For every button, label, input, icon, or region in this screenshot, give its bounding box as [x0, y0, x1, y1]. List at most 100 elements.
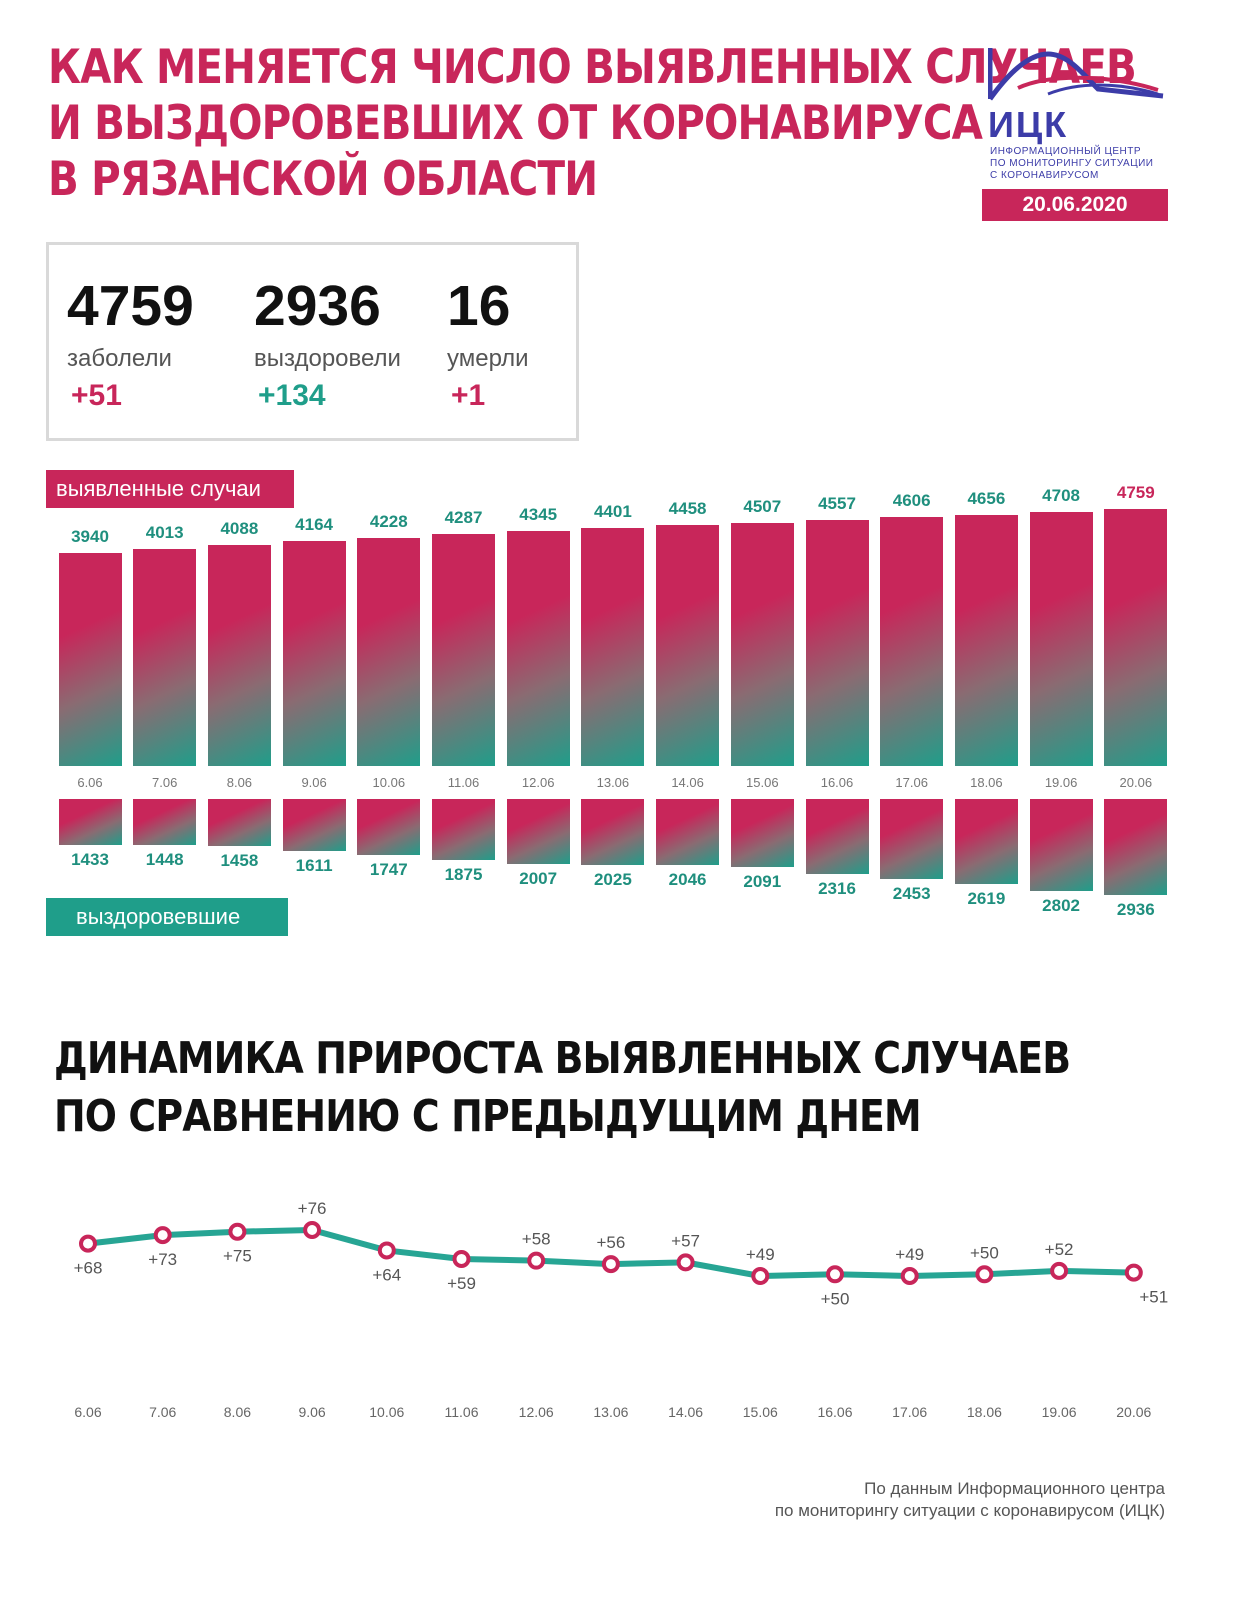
cases-bar — [1029, 511, 1093, 766]
line-date-label: 18.06 — [967, 1404, 1002, 1420]
growth-point — [676, 1253, 695, 1272]
bar-date-label: 11.06 — [447, 775, 480, 790]
line-chart-title-1: ДИНАМИКА ПРИРОСТА ВЫЯВЛЕННЫХ СЛУЧАЕВ — [54, 1033, 1071, 1084]
date-badge: 20.06.2020 — [982, 189, 1168, 221]
cases-value-label: 4557 — [818, 493, 856, 513]
recovered-bar — [880, 799, 944, 879]
cases-value-label: 4345 — [519, 505, 558, 525]
line-date-label: 16.06 — [817, 1404, 852, 1420]
recovered-legend-badge: выздоровевшие — [46, 898, 288, 936]
recovered-bar — [1104, 799, 1168, 895]
logo-wave-icon — [988, 48, 1164, 101]
recovered-bar — [133, 799, 197, 846]
cases-bar — [880, 517, 944, 766]
line-date-label: 6.06 — [74, 1404, 101, 1420]
growth-value-label: +57 — [671, 1231, 700, 1250]
source-note-line-1: По данным Информационного центра — [864, 1479, 1165, 1498]
growth-value-label: +50 — [970, 1243, 999, 1262]
stat-deaths-label: умерли — [447, 345, 529, 372]
stat-recovered-label: выздоровели — [254, 345, 401, 372]
growth-point — [1124, 1263, 1143, 1282]
cases-bar — [432, 534, 495, 766]
recovered-value-label: 1611 — [295, 855, 333, 875]
growth-point — [228, 1222, 247, 1241]
bar-date-label: 15.06 — [746, 775, 779, 790]
logo: ИЦК ИНФОРМАЦИОННЫЙ ЦЕНТР ПО МОНИТОРИНГУ … — [988, 44, 1178, 184]
growth-point — [601, 1255, 620, 1274]
source-note: По данным Информационного центра по мони… — [775, 1478, 1165, 1522]
recovered-bar — [656, 799, 720, 866]
growth-point — [153, 1226, 172, 1245]
cases-value-label: 3940 — [71, 527, 109, 546]
logo-subtitle: ИНФОРМАЦИОННЫЙ ЦЕНТР ПО МОНИТОРИНГУ СИТУ… — [990, 146, 1154, 181]
line-date-label: 20.06 — [1116, 1404, 1151, 1420]
growth-value-label: +75 — [223, 1247, 252, 1266]
growth-value-label: +49 — [746, 1245, 775, 1264]
growth-value-label: +59 — [447, 1274, 476, 1293]
cases-bar — [730, 522, 794, 766]
recovered-bar — [432, 799, 495, 860]
growth-value-label: +64 — [372, 1265, 401, 1284]
bar-date-label: 7.06 — [152, 775, 178, 790]
stat-recovered: 2936 выздоровели +134 — [254, 273, 401, 413]
stat-recovered-delta: +134 — [258, 379, 326, 412]
cases-value-label: 4013 — [145, 523, 184, 543]
cases-value-label: 4164 — [295, 514, 333, 534]
growth-point — [527, 1251, 546, 1270]
recovered-bar — [805, 799, 869, 875]
growth-point — [452, 1249, 471, 1268]
recovered-value-label: 1747 — [369, 860, 408, 880]
line-date-label: 12.06 — [519, 1404, 554, 1420]
line-chart: +68 6.06 +73 7.06 +75 8.06 +76 9.06 +64 10.06 +59 1… — [74, 1199, 1169, 1420]
stat-deaths: 16 умерли +1 — [447, 273, 529, 413]
recovered-value-label: 2025 — [593, 869, 632, 889]
cases-value-label: 4606 — [892, 491, 931, 511]
growth-value-label: +56 — [596, 1233, 625, 1252]
stat-deaths-value: 16 — [447, 274, 511, 338]
line-date-label: 19.06 — [1042, 1404, 1077, 1420]
cases-value-label: 4507 — [743, 496, 782, 516]
title-line-2: И ВЫЗДОРОВЕВШИХ ОТ КОРОНАВИРУСА — [48, 96, 983, 151]
cases-bar — [207, 545, 271, 766]
bar-date-label: 14.06 — [671, 775, 704, 790]
recovered-bar — [730, 799, 794, 867]
cases-value-label: 4287 — [444, 508, 483, 528]
growth-value-label: +52 — [1045, 1240, 1074, 1259]
recovered-bar — [58, 799, 122, 845]
cases-bar — [133, 549, 197, 766]
growth-value-label: +51 — [1139, 1288, 1168, 1307]
growth-value-label: +50 — [821, 1289, 850, 1308]
stat-deaths-delta: +1 — [451, 379, 486, 412]
title-line-1: КАК МЕНЯЕТСЯ ЧИСЛО ВЫЯВЛЕННЫХ СЛУЧАЕВ — [48, 40, 1137, 95]
stat-cases-label: заболели — [67, 345, 172, 372]
recovered-bar — [506, 799, 570, 865]
growth-point — [1050, 1261, 1069, 1280]
recovered-value-label: 2316 — [818, 879, 856, 899]
recovered-value-label: 2802 — [1042, 895, 1080, 915]
cases-value-label: 4228 — [369, 511, 408, 531]
recovered-value-label: 2619 — [967, 889, 1006, 909]
recovered-bar — [1029, 799, 1093, 891]
bar-date-label: 6.06 — [77, 775, 103, 790]
growth-value-label: +76 — [298, 1199, 327, 1218]
page-title: КАК МЕНЯЕТСЯ ЧИСЛО ВЫЯВЛЕННЫХ СЛУЧАЕВ И … — [48, 40, 1137, 208]
line-date-label: 7.06 — [149, 1404, 176, 1420]
cases-value-label: 4656 — [967, 488, 1006, 508]
cases-value-label: 4088 — [220, 519, 259, 539]
cases-bar — [581, 528, 645, 766]
stat-recovered-value: 2936 — [254, 274, 381, 338]
cases-value-label: 4401 — [593, 502, 632, 522]
recovered-bar — [581, 799, 645, 865]
bar-date-label: 17.06 — [895, 775, 928, 790]
line-chart-title-2: ПО СРАВНЕНИЮ С ПРЕДЫДУЩИМ ДНЕМ — [54, 1091, 922, 1142]
growth-value-label: +49 — [895, 1245, 924, 1264]
stat-cases-value: 4759 — [67, 274, 194, 338]
bar-date-label: 12.06 — [521, 775, 555, 790]
source-note-line-2: по мониторингу ситуации с коронавирусом … — [774, 1501, 1165, 1520]
title-line-3: В РЯЗАНСКОЙ ОБЛАСТИ — [48, 152, 598, 207]
bar-date-label: 9.06 — [301, 775, 327, 790]
bar-date-label: 16.06 — [820, 775, 854, 790]
cases-bar — [506, 531, 570, 766]
stat-cases-delta: +51 — [71, 379, 122, 412]
recovered-bar — [282, 799, 346, 851]
